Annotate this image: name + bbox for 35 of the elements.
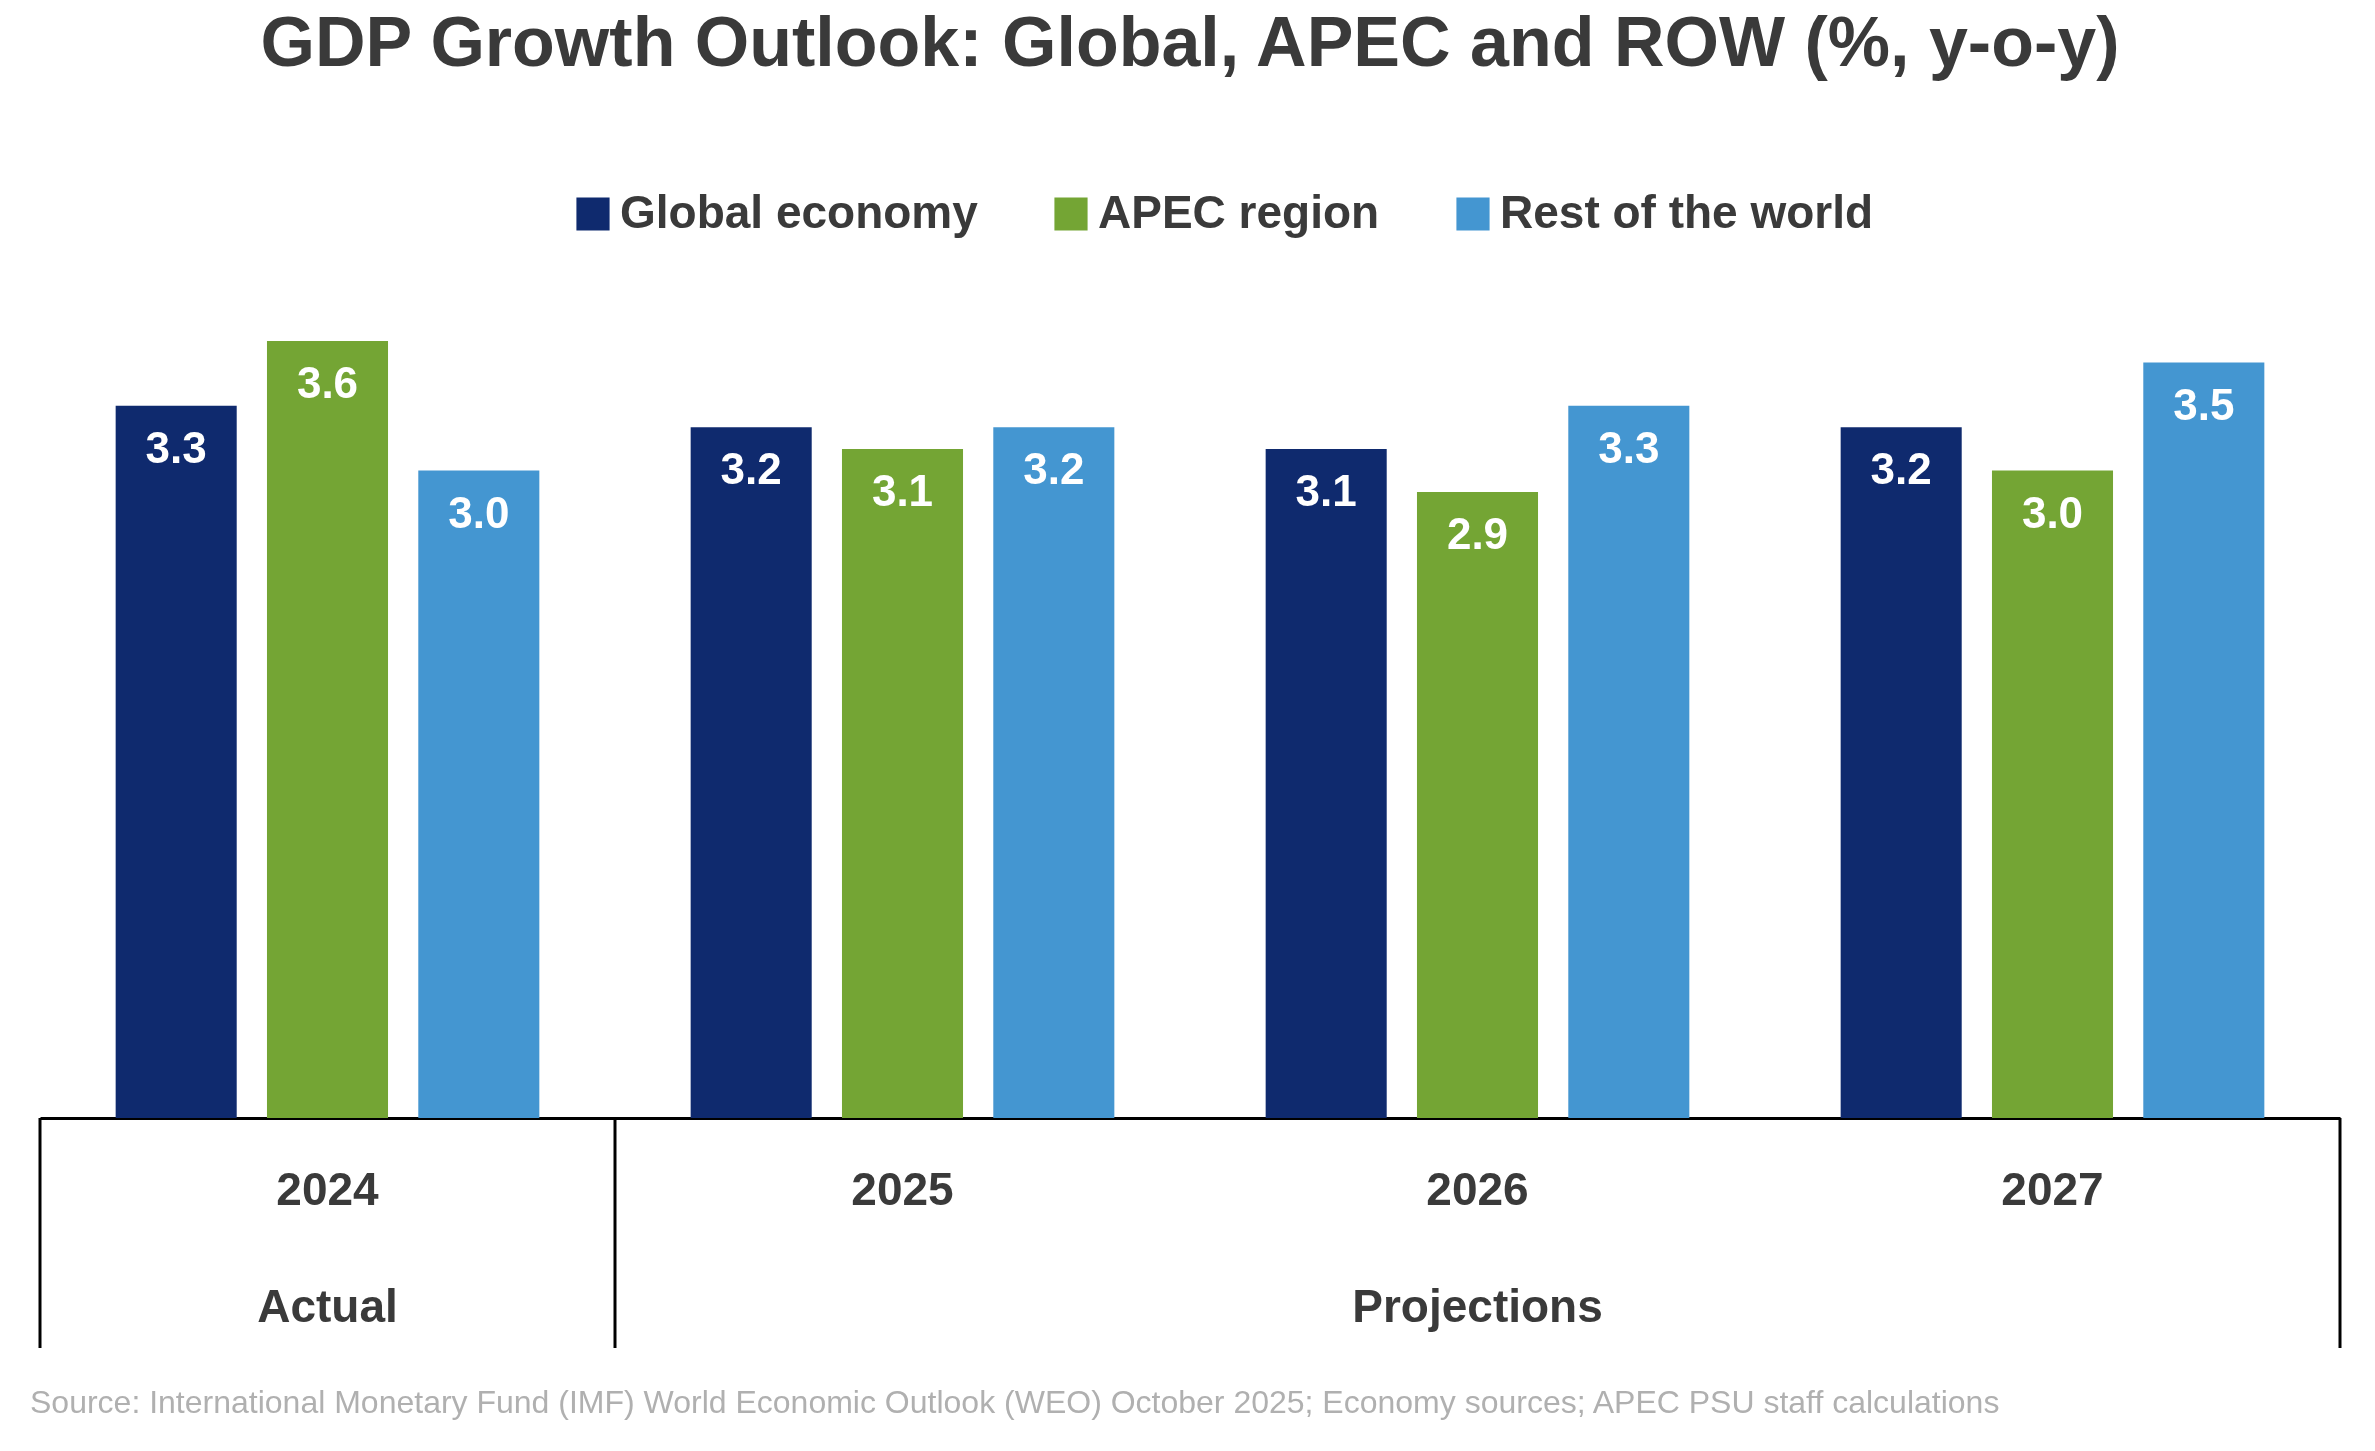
x-tick-label: 2027 bbox=[2001, 1162, 2104, 1215]
data-label: 3.2 bbox=[720, 444, 782, 494]
data-label: 3.1 bbox=[871, 465, 934, 515]
bar bbox=[1568, 405, 1690, 1118]
data-label: 3.2 bbox=[1870, 444, 1932, 494]
data-label: 3.2 bbox=[1023, 444, 1085, 494]
bar bbox=[115, 405, 237, 1118]
data-label: 3.0 bbox=[2021, 487, 2084, 537]
text: Projections bbox=[1352, 1280, 1603, 1332]
bar bbox=[690, 427, 812, 1118]
source-note: Source: International Monetary Fund (IMF) World Economic Outlook (WEO) October 2025; Economy sources; APEC PSU staff calculations bbox=[30, 1384, 2000, 1420]
bar bbox=[993, 427, 1115, 1118]
bar bbox=[1991, 470, 2114, 1118]
data-label: 3.6 bbox=[296, 358, 359, 407]
legend-label: Global economy bbox=[620, 186, 979, 238]
x-tick-label: 2024 bbox=[276, 1162, 380, 1215]
text: Actual bbox=[257, 1280, 398, 1332]
chart-title: GDP Growth Outlook: Global, APEC and ROW (%, y-o-y) bbox=[260, 3, 2120, 81]
data-label: 3.0 bbox=[448, 487, 510, 537]
data-label: 3.3 bbox=[145, 422, 207, 472]
legend-label: APEC region bbox=[1098, 186, 1380, 238]
bar bbox=[2143, 362, 2265, 1118]
data-label: 3.1 bbox=[1295, 465, 1357, 515]
x-tick-label: 2026 bbox=[1426, 1162, 1529, 1215]
bar bbox=[266, 341, 389, 1118]
data-label: 2.9 bbox=[1446, 509, 1509, 559]
bar bbox=[1840, 427, 1962, 1118]
data-label: 3.3 bbox=[1598, 422, 1660, 472]
bar bbox=[1416, 492, 1539, 1118]
bar bbox=[418, 470, 540, 1118]
x-tick-label: 2025 bbox=[851, 1162, 954, 1215]
data-label: 3.5 bbox=[2173, 379, 2235, 429]
legend-label: Rest of the world bbox=[1500, 186, 1874, 238]
bar bbox=[841, 448, 964, 1118]
bar bbox=[1265, 448, 1387, 1118]
